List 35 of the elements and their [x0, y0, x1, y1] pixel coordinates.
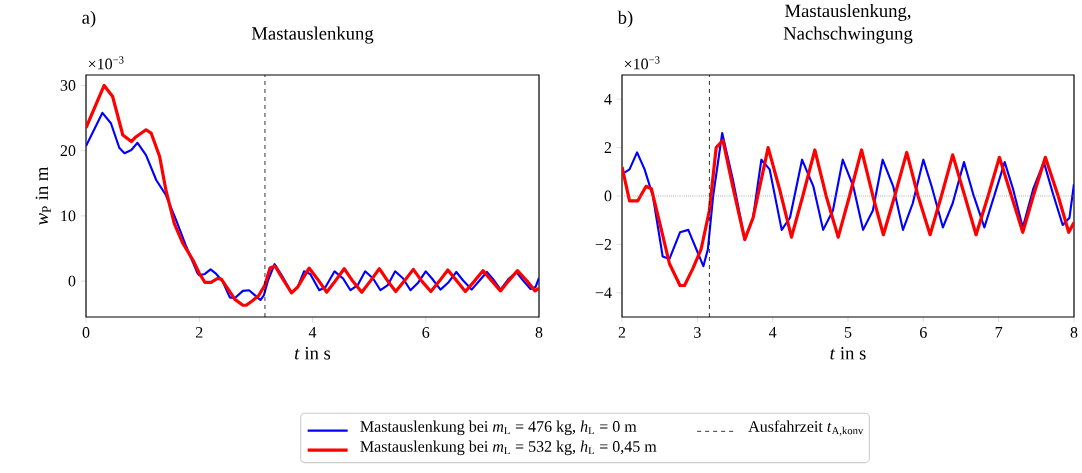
y-axis-title: w$_{P}$ in m: [35, 166, 51, 225]
x-tick-label: 5: [844, 327, 852, 338]
x-tick-label: 8: [1070, 327, 1078, 338]
y-tick-label: 4: [604, 93, 612, 105]
text: ×10$^{−3}$: [624, 56, 660, 70]
legend-label: Ausfahrzeit t$_{A,konv}$: [748, 420, 864, 436]
legend-label: Mastauslenkung bei m$_{L}$ = 532 kg, h$_{L}$ = 0,45 m: [360, 440, 657, 456]
text: b): [617, 10, 633, 28]
x-tick-label: 2: [195, 327, 203, 338]
line-series: [622, 131, 1074, 268]
y-tick-label: 20: [60, 145, 76, 157]
chart-title: Mastauslenkung, Nachschwingung: [783, 3, 913, 44]
x-tick-label: 6: [920, 327, 927, 338]
x-tick-label: 4: [308, 327, 317, 338]
text: ×10$^{−3}$: [88, 56, 124, 70]
line-series: [622, 138, 1074, 288]
x-tick-label: 2: [618, 327, 626, 338]
chart-title: Mastauslenkung: [251, 26, 374, 44]
x-tick-label: 7: [995, 327, 1003, 338]
y-tick-label: 0: [604, 190, 612, 202]
x-tick-label: 3: [694, 327, 701, 338]
x-axis-title: t in s: [830, 346, 866, 360]
y-tick-label: 2: [604, 142, 612, 153]
x-tick-label: 8: [535, 327, 543, 338]
y-tick-label: −2: [595, 239, 612, 250]
y-tick-label: 0: [68, 275, 76, 287]
x-axis-title: t in s: [294, 346, 331, 360]
x-tick-label: 6: [422, 327, 430, 338]
y-tick-label: 10: [61, 210, 76, 222]
y-tick-label: 30: [60, 80, 76, 91]
text: a): [82, 10, 96, 28]
x-tick-label: 0: [82, 327, 90, 338]
legend-label: Mastauslenkung bei m$_{L}$ = 476 kg, h$_{L}$ = 0 m: [360, 420, 637, 436]
y-tick-label: −4: [595, 287, 612, 299]
x-tick-label: 4: [768, 327, 777, 338]
